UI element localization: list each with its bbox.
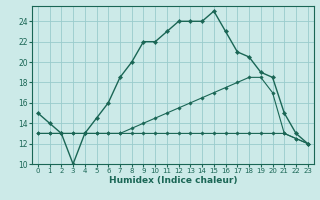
X-axis label: Humidex (Indice chaleur): Humidex (Indice chaleur) (108, 176, 237, 185)
